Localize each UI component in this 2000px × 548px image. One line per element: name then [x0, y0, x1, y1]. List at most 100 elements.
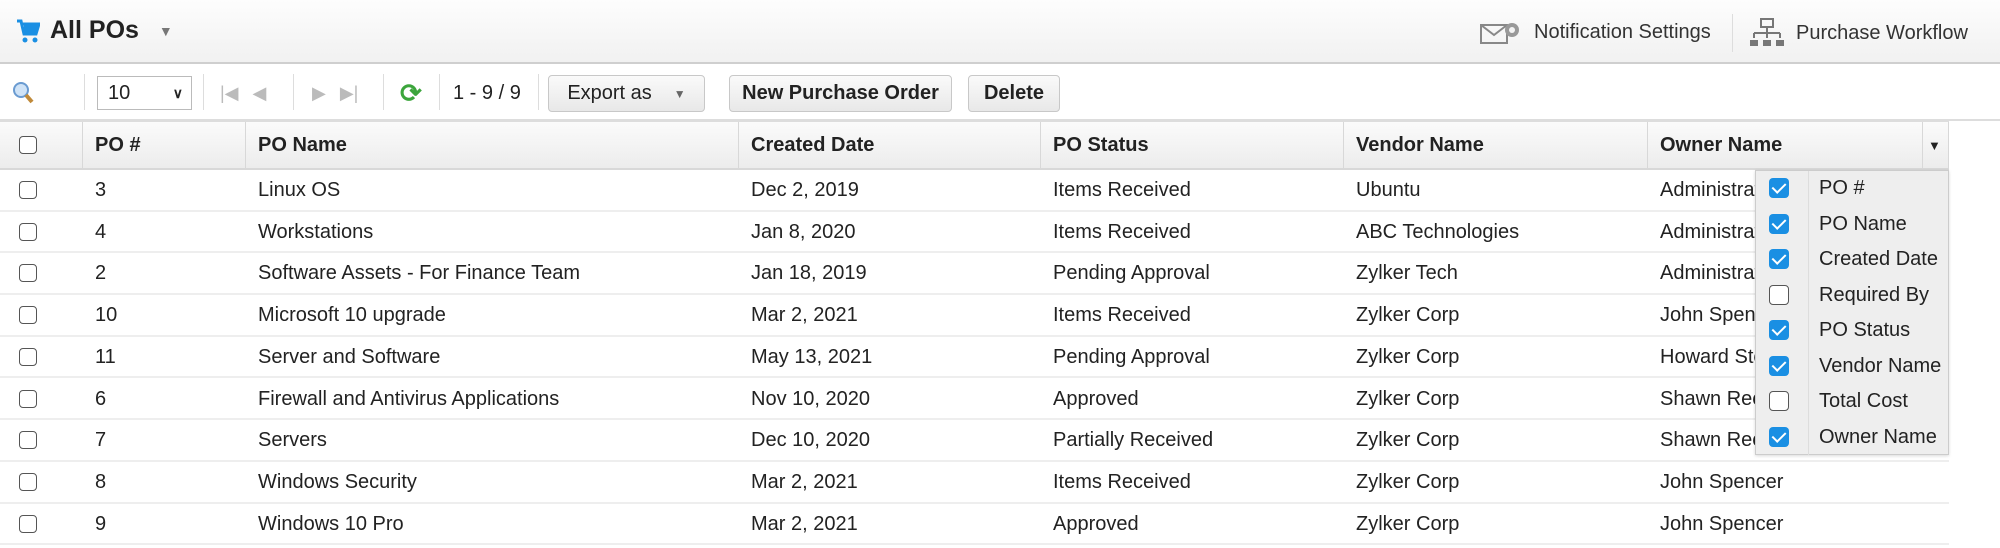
chevron-down-icon[interactable]: ▼ — [158, 22, 173, 39]
row-checkbox[interactable] — [19, 389, 37, 408]
prev-page-icon[interactable]: ◀ — [252, 82, 267, 103]
row-checkbox[interactable] — [19, 514, 37, 533]
refresh-icon[interactable]: ⟳ — [400, 77, 422, 108]
column-header-vendor-name[interactable]: Vendor Name — [1344, 122, 1648, 169]
row-checkbox[interactable] — [19, 264, 37, 283]
toolbar: 10 ∨ |◀ ◀ ▶ ▶| ⟳ 1 - 9 / 9 Export as ▼ New P… — [0, 66, 2000, 121]
select-all-checkbox[interactable] — [19, 136, 37, 154]
page-range: 1 - 9 / 9 — [453, 81, 521, 104]
table-row[interactable]: 9 Windows 10 Pro Mar 2, 2021 Approved Zylker… — [0, 504, 1949, 546]
cell-vendor-name: Zylker Tech — [1356, 262, 1458, 285]
table-row[interactable]: 7 Servers Dec 10, 2020 Partially Received Zy… — [0, 420, 1949, 462]
cell-vendor-name: Zylker Corp — [1356, 345, 1460, 368]
cell-owner-name: John Spencer — [1660, 470, 1784, 493]
cell-owner-name: Administrator — [1660, 220, 1778, 243]
last-page-icon[interactable]: ▶| — [339, 82, 359, 103]
column-option-checkbox[interactable] — [1769, 355, 1789, 376]
cell-vendor-name: ABC Technologies — [1356, 220, 1520, 243]
notification-settings-link[interactable]: Notification Settings — [1480, 18, 1711, 46]
column-option-checkbox[interactable] — [1769, 249, 1789, 269]
column-option[interactable]: PO Status — [1756, 313, 1950, 349]
divider — [293, 74, 294, 110]
cell-po-number: 2 — [95, 262, 107, 285]
column-option[interactable]: Created Date — [1756, 242, 1950, 278]
row-checkbox[interactable] — [19, 181, 37, 199]
table-row[interactable]: 2 Software Assets - For Finance Team Jan 1… — [0, 253, 1949, 296]
cell-po-status: Items Received — [1053, 470, 1191, 493]
column-chooser-menu: PO # PO Name Created Date Required By PO Sta… — [1755, 170, 1949, 455]
column-option-checkbox[interactable] — [1769, 320, 1789, 340]
column-option[interactable]: PO Name — [1756, 206, 1950, 242]
column-option-label: PO Status — [1808, 313, 1910, 349]
delete-button[interactable]: Delete — [968, 75, 1060, 112]
cell-po-number: 9 — [95, 512, 107, 535]
cell-po-status: Approved — [1053, 512, 1139, 535]
purchase-workflow-label: Purchase Workflow — [1796, 21, 1968, 44]
cell-po-name: Servers — [258, 429, 327, 452]
divider — [203, 74, 204, 110]
cell-po-number: 8 — [95, 470, 107, 493]
column-option-checkbox[interactable] — [1769, 426, 1789, 447]
cell-vendor-name: Zylker Corp — [1356, 512, 1460, 535]
cell-po-name: Microsoft 10 upgrade — [258, 304, 446, 327]
cell-owner-name: Administrator — [1660, 262, 1778, 285]
table-row[interactable]: 3 Linux OS Dec 2, 2019 Items Received Ubuntu… — [0, 170, 1949, 212]
cell-owner-name: John Spencer — [1660, 304, 1784, 327]
table-row[interactable]: 6 Firewall and Antivirus Applications Nov … — [0, 379, 1949, 421]
column-chooser-toggle[interactable]: ▼ — [1923, 122, 1949, 169]
row-checkbox[interactable] — [19, 472, 37, 491]
cell-owner-name: Shawn Reed — [1660, 429, 1775, 452]
column-option[interactable]: Owner Name — [1756, 419, 1950, 455]
row-checkbox[interactable] — [19, 222, 37, 241]
cell-po-status: Items Received — [1053, 220, 1191, 243]
column-option-checkbox[interactable] — [1769, 284, 1789, 305]
divider — [538, 74, 539, 110]
chevron-down-icon: ▼ — [673, 86, 686, 101]
notification-settings-label: Notification Settings — [1534, 20, 1711, 43]
select-all-cell — [0, 122, 83, 169]
cell-vendor-name: Zylker Corp — [1356, 429, 1460, 452]
next-page-icon[interactable]: ▶ — [312, 82, 326, 103]
column-option[interactable]: Required By — [1756, 277, 1950, 313]
column-option[interactable]: Vendor Name — [1756, 348, 1950, 384]
cell-po-status: Approved — [1053, 387, 1139, 410]
cell-vendor-name: Ubuntu — [1356, 179, 1421, 201]
row-checkbox[interactable] — [19, 347, 37, 366]
table-row[interactable]: 4 Workstations Jan 8, 2020 Items Received AB… — [0, 212, 1949, 254]
cell-po-status: Pending Approval — [1053, 345, 1210, 368]
search-icon[interactable] — [12, 76, 34, 110]
column-header-po-number[interactable]: PO # — [83, 122, 246, 169]
cell-owner-name: Howard Stern — [1660, 345, 1783, 368]
column-option-checkbox[interactable] — [1769, 178, 1789, 198]
divider — [84, 74, 85, 110]
column-option-checkbox[interactable] — [1769, 213, 1789, 234]
column-option-label: Created Date — [1808, 242, 1938, 278]
cell-po-name: Windows 10 Pro — [258, 512, 404, 535]
column-option[interactable]: Total Cost — [1756, 384, 1950, 420]
export-as-button[interactable]: Export as ▼ — [548, 75, 705, 112]
table-header: PO # PO Name Created Date PO Status Vend… — [0, 121, 1949, 170]
cell-owner-name: John Spencer — [1660, 512, 1784, 535]
table-row[interactable]: 10 Microsoft 10 upgrade Mar 2, 2021 Items R… — [0, 295, 1949, 337]
column-option[interactable]: PO # — [1756, 171, 1950, 207]
first-page-icon[interactable]: |◀ — [220, 82, 239, 103]
view-selector[interactable]: All POs ▼ — [16, 16, 173, 45]
column-option-checkbox[interactable] — [1769, 391, 1789, 411]
cell-created-date: Jan 18, 2019 — [751, 262, 867, 285]
divider — [439, 74, 440, 110]
purchase-workflow-link[interactable]: Purchase Workflow — [1750, 18, 1968, 48]
row-checkbox[interactable] — [19, 306, 37, 325]
cell-po-number: 3 — [95, 179, 107, 201]
table-row[interactable]: 11 Server and Software May 13, 2021 Pending… — [0, 337, 1949, 379]
pagination-next-last: ▶ ▶| — [312, 76, 358, 110]
row-checkbox[interactable] — [19, 431, 37, 450]
column-header-po-status[interactable]: PO Status — [1041, 122, 1344, 169]
divider — [383, 74, 384, 110]
column-option-label: Vendor Name — [1808, 348, 1941, 384]
column-header-po-name[interactable]: PO Name — [246, 122, 739, 169]
table-row[interactable]: 8 Windows Security Mar 2, 2021 Items Receiv… — [0, 462, 1949, 504]
column-header-created-date[interactable]: Created Date — [739, 122, 1041, 169]
column-header-owner-name[interactable]: Owner Name — [1648, 122, 1923, 169]
page-size-select[interactable]: 10 ∨ — [97, 76, 192, 110]
new-purchase-order-button[interactable]: New Purchase Order — [729, 75, 952, 112]
